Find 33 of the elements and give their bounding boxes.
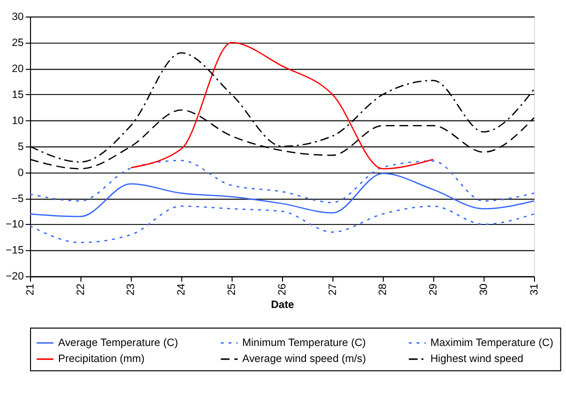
line-series bbox=[130, 42, 434, 170]
y-tick-label: 5 bbox=[18, 140, 24, 153]
y-tick-label: 10 bbox=[12, 114, 24, 127]
line-series bbox=[29, 172, 535, 218]
x-axis-title: Date bbox=[270, 299, 294, 312]
y-tick-label: −10 bbox=[6, 218, 24, 231]
y-tick-label: 15 bbox=[12, 88, 24, 101]
y-tick-label: 20 bbox=[12, 62, 24, 75]
y-tick-label: −15 bbox=[6, 244, 24, 257]
legend-label: Average wind speed (m/s) bbox=[242, 353, 366, 366]
x-tick-label: 22 bbox=[74, 283, 87, 296]
x-tick-label: 29 bbox=[428, 283, 440, 296]
line-series bbox=[29, 160, 535, 204]
x-tick-label: 21 bbox=[24, 283, 36, 296]
line-series bbox=[29, 206, 535, 244]
x-tick-label: 26 bbox=[276, 283, 288, 296]
x-tick-label: 24 bbox=[176, 283, 188, 296]
y-tick-label: −5 bbox=[12, 192, 24, 205]
y-tick-label: 25 bbox=[12, 36, 24, 49]
y-tick-label: 0 bbox=[18, 166, 24, 179]
legend-label: Minimum Temperature (C) bbox=[242, 336, 366, 349]
x-tick-label: 25 bbox=[226, 283, 238, 296]
x-tick-label: 31 bbox=[528, 283, 540, 296]
x-tick-label: 27 bbox=[326, 283, 339, 296]
x-tick-label: 30 bbox=[478, 283, 490, 296]
x-tick-label: 28 bbox=[377, 283, 390, 296]
y-tick-label: 30 bbox=[12, 10, 24, 23]
y-tick-label: −20 bbox=[6, 270, 24, 283]
legend-label: Maximim Temperature (C) bbox=[430, 336, 554, 349]
legend-label: Highest wind speed bbox=[430, 353, 524, 366]
x-tick-label: 23 bbox=[125, 283, 138, 296]
legend-label: Precipitation (mm) bbox=[58, 353, 145, 366]
legend-label: Average Temperature (C) bbox=[58, 336, 178, 349]
